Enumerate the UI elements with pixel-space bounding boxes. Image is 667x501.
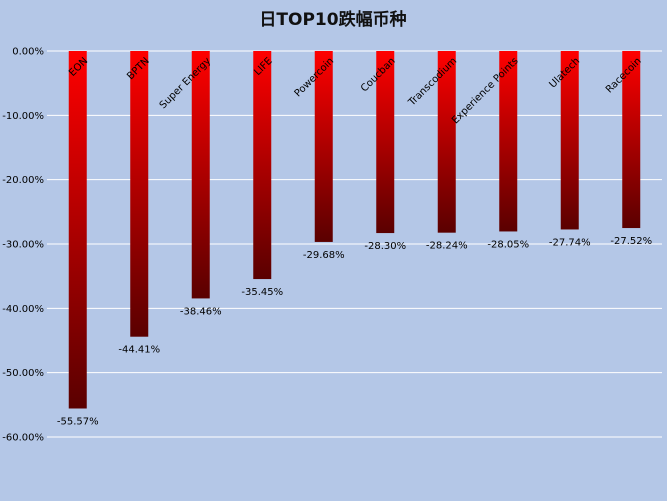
data-labels: -55.57% -44.41% -38.46% -35.45% -29.68% -28.3… bbox=[57, 236, 652, 427]
bar bbox=[130, 51, 149, 337]
bar bbox=[622, 51, 641, 229]
y-tick-label: -50.00% bbox=[2, 368, 44, 379]
bar bbox=[191, 51, 210, 299]
bar bbox=[314, 51, 333, 242]
bar bbox=[376, 51, 395, 234]
data-label: -28.05% bbox=[487, 239, 529, 250]
bar bbox=[253, 51, 272, 280]
y-tick-label: -60.00% bbox=[2, 433, 44, 444]
data-label: -35.45% bbox=[241, 287, 283, 298]
data-label: -55.57% bbox=[57, 417, 99, 428]
data-label: -28.24% bbox=[426, 241, 468, 252]
data-label: -29.68% bbox=[303, 250, 345, 261]
data-label: -38.46% bbox=[180, 306, 222, 317]
y-tick-label: -30.00% bbox=[2, 240, 44, 251]
data-label: -27.74% bbox=[549, 237, 591, 248]
bar bbox=[68, 51, 87, 409]
bar bbox=[560, 51, 579, 230]
y-axis-tick-labels: 0.00% -10.00% -20.00% -30.00% -40.00% -50.00%… bbox=[2, 47, 44, 444]
data-label: -44.41% bbox=[118, 345, 160, 356]
bars bbox=[68, 51, 641, 409]
bar bbox=[437, 51, 456, 233]
y-tick-label: -10.00% bbox=[2, 111, 44, 122]
bar bbox=[499, 51, 518, 232]
gridlines bbox=[47, 50, 662, 438]
y-tick-label: -40.00% bbox=[2, 304, 44, 315]
y-tick-label: 0.00% bbox=[12, 47, 44, 58]
data-label: -28.30% bbox=[364, 241, 406, 252]
chart-title: 日TOP10跌幅币种 bbox=[259, 9, 406, 30]
data-label: -27.52% bbox=[610, 236, 652, 247]
y-tick-label: -20.00% bbox=[2, 175, 44, 186]
